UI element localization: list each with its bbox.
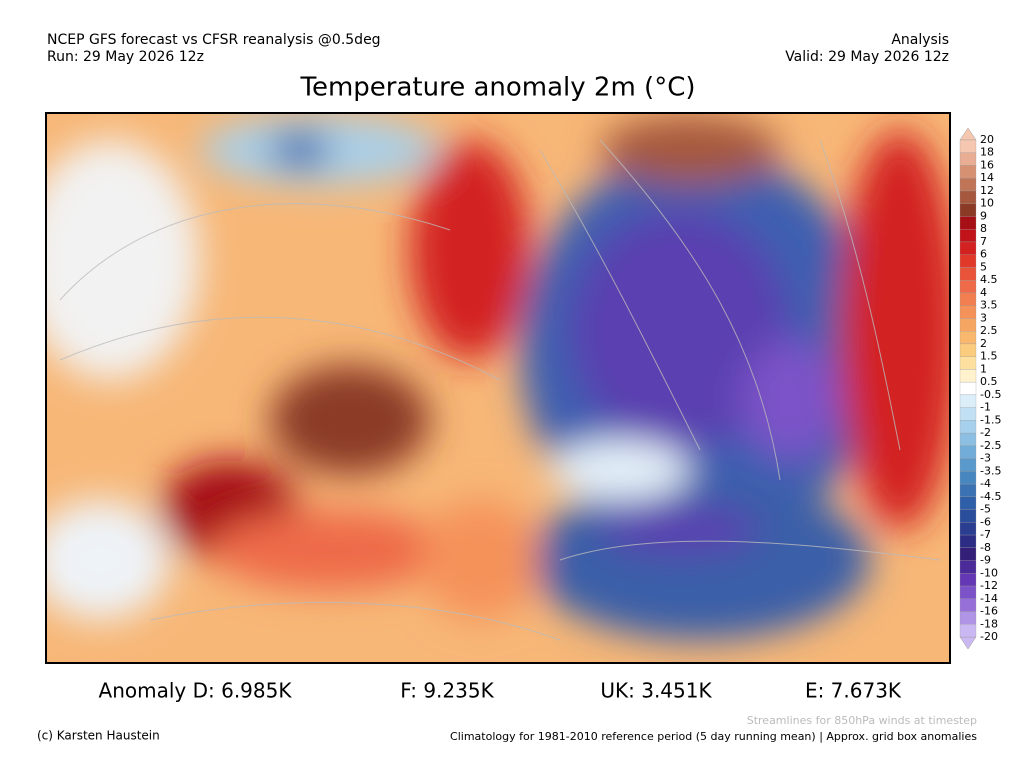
colorbar-segment: [959, 241, 977, 255]
colorbar-label: -1: [980, 401, 991, 414]
colorbar-label: 6: [980, 248, 987, 261]
colorbar-label: -10: [980, 566, 998, 579]
colorbar-segment: [959, 611, 977, 625]
colorbar-segment: [959, 624, 977, 638]
credit: (c) Karsten Haustein: [37, 729, 160, 743]
colorbar-segment: [959, 381, 977, 396]
stat-value: Anomaly D: 6.985K: [99, 679, 293, 703]
colorbar-label: 2: [980, 337, 987, 350]
stat-value: F: 9.235K: [400, 679, 494, 703]
colorbar-label: -7: [980, 528, 991, 541]
colorbar-segment: [959, 394, 977, 408]
colorbar-label: 10: [980, 197, 994, 210]
run-info: Run: 29 May 2026 12z: [47, 49, 204, 65]
colorbar-segment: [959, 190, 977, 204]
colorbar-label: -4.5: [980, 490, 1001, 503]
valid-info: Valid: 29 May 2026 12z: [785, 49, 949, 65]
analysis-label: Analysis: [891, 32, 949, 48]
colorbar-label: 20: [980, 133, 994, 146]
colorbar-label: 0.5: [980, 375, 998, 388]
stat-value: E: 7.673K: [805, 679, 902, 703]
climatology-note: Climatology for 1981-2010 reference peri…: [450, 730, 977, 743]
colorbar-label: 16: [980, 158, 994, 171]
map-frame: [45, 112, 951, 664]
colorbar-label: -20: [980, 630, 998, 643]
colorbar-label: -0.5: [980, 388, 1001, 401]
colorbar-label: -2: [980, 426, 991, 439]
colorbar-segment: [959, 598, 977, 612]
colorbar-segment: [959, 229, 977, 243]
colorbar-segment: [959, 267, 977, 281]
colorbar-segment: [959, 178, 977, 192]
colorbar-label: -16: [980, 605, 998, 618]
colorbar-segment: [959, 280, 977, 294]
colorbar-segment: [959, 152, 977, 166]
colorbar-label: 3.5: [980, 299, 998, 312]
colorbar-top-arrow: [959, 127, 977, 141]
colorbar-label: 4.5: [980, 273, 998, 286]
colorbar-segment: [959, 331, 977, 345]
colorbar-segment: [959, 369, 977, 383]
colorbar-segment: [959, 216, 977, 230]
colorbar-segment: [959, 445, 977, 459]
colorbar-label: 18: [980, 146, 994, 159]
colorbar: 201816141210987654.543.532.521.510.5-0.5…: [959, 133, 1001, 643]
colorbar-segment: [959, 356, 977, 370]
colorbar-label: 9: [980, 209, 987, 222]
colorbar-label: -2.5: [980, 439, 1001, 452]
colorbar-segment: [959, 509, 977, 523]
colorbar-segment: [959, 585, 977, 599]
colorbar-segment: [959, 203, 977, 217]
colorbar-segment: [959, 458, 977, 472]
streamline-note: Streamlines for 850hPa winds at timestep: [747, 714, 977, 727]
colorbar-segment: [959, 496, 977, 510]
colorbar-label: 14: [980, 171, 994, 184]
stat-value: UK: 3.451K: [600, 679, 712, 703]
colorbar-bottom-arrow: [959, 636, 977, 650]
colorbar-segment: [959, 254, 977, 268]
colorbar-label: -8: [980, 541, 991, 554]
colorbar-label: -4: [980, 477, 991, 490]
colorbar-segment: [959, 522, 977, 536]
colorbar-label: 12: [980, 184, 994, 197]
colorbar-label: -5: [980, 503, 991, 516]
colorbar-label: 1.5: [980, 350, 998, 363]
colorbar-segment: [959, 420, 977, 434]
colorbar-label: 3: [980, 311, 987, 324]
colorbar-label: 7: [980, 235, 987, 248]
colorbar-label: 1: [980, 362, 987, 375]
colorbar-label: 8: [980, 222, 987, 235]
model-info: NCEP GFS forecast vs CFSR reanalysis @0.…: [47, 32, 381, 48]
colorbar-label: 4: [980, 286, 987, 299]
colorbar-segment: [959, 139, 977, 153]
colorbar-label: -3: [980, 452, 991, 465]
colorbar-segment: [959, 560, 977, 574]
colorbar-segment: [959, 471, 977, 485]
colorbar-segment: [959, 165, 977, 179]
colorbar-label: -12: [980, 579, 998, 592]
colorbar-segment: [959, 343, 977, 357]
map-title: Temperature anomaly 2m (°C): [300, 73, 696, 103]
colorbar-segment: [959, 432, 977, 446]
colorbar-segment: [959, 534, 977, 548]
colorbar-label: -9: [980, 554, 991, 567]
colorbar-segment: [959, 483, 977, 497]
colorbar-label: -6: [980, 515, 991, 528]
colorbar-segment: [959, 573, 977, 587]
stats: Anomaly D: 6.985K F: 9.235K UK: 3.451K E: 7…: [99, 679, 902, 703]
colorbar-label: 2.5: [980, 324, 998, 337]
colorbar-label: 5: [980, 260, 987, 273]
colorbar-segment: [959, 407, 977, 421]
colorbar-segment: [959, 292, 977, 306]
colorbar-label: -1.5: [980, 413, 1001, 426]
colorbar-segment: [959, 547, 977, 561]
colorbar-segment: [959, 318, 977, 332]
map: [46, 113, 950, 663]
colorbar-label: -14: [980, 592, 998, 605]
colorbar-label: -3.5: [980, 464, 1001, 477]
colorbar-label: -18: [980, 617, 998, 630]
colorbar-segment: [959, 305, 977, 319]
